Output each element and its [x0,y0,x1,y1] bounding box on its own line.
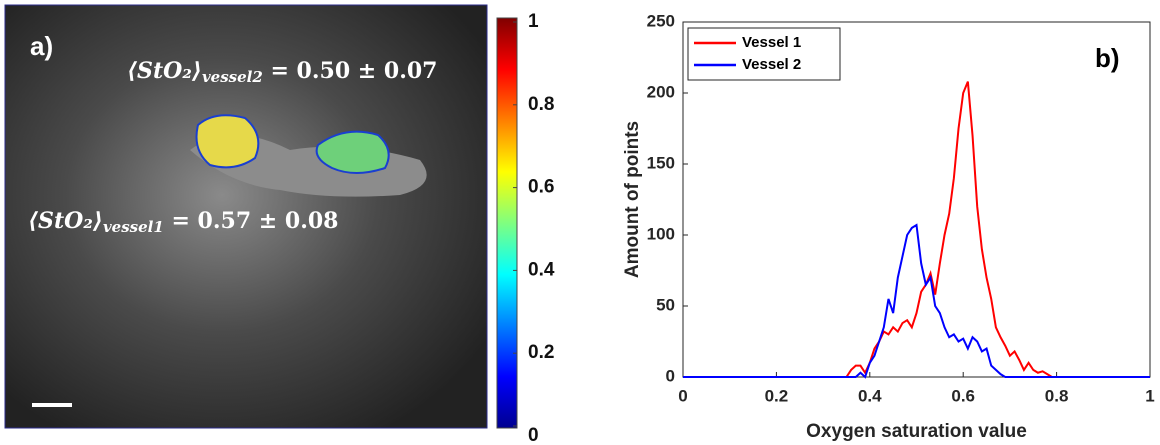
colorbar-tick-label: 0.6 [528,177,554,198]
y-tick-label: 250 [647,11,675,30]
series-line [683,81,1150,378]
vessel1-overlay [195,114,260,169]
y-tick-label: 100 [647,224,675,243]
x-tick-label: 1 [1145,386,1154,405]
legend-box [687,27,841,81]
x-tick-label: 0.6 [951,386,975,405]
annotation: ⟨StO₂⟩vessel1 = 0.57 ± 0.08 [28,208,338,236]
colorbar-tick-label: 0.2 [528,342,554,363]
series-line [683,223,1150,379]
x-axis-label: Oxygen saturation value [806,421,1027,442]
annotation: ⟨StO₂⟩vessel2 = 0.50 ± 0.07 [127,58,437,86]
colorbar-tick-label: 0 [528,425,539,445]
y-tick-label: 150 [647,153,675,172]
y-tick-label: 50 [656,295,675,314]
legend-label: Vessel 1 [742,34,801,51]
colorbar [496,17,518,429]
colorbar-tick-label: 0.8 [528,94,554,115]
y-tick-label: 200 [647,82,675,101]
ultrasound-image [4,4,488,429]
annotation-value: = 0.50 ± 0.07 [263,58,438,84]
annotation-subscript: vessel2 [202,68,263,86]
panel-label: a) [30,31,53,61]
legend-label: Vessel 2 [742,56,801,73]
x-tick-label: 0.2 [765,386,789,405]
panel-label: b) [1095,43,1120,73]
annotation-bracket: ⟨StO₂⟩ [127,58,202,84]
x-tick-label: 0.8 [1045,386,1069,405]
annotation-value: = 0.57 ± 0.08 [164,208,339,234]
x-tick-label: 0.4 [858,386,882,405]
colorbar-tick-label: 0.4 [528,259,555,280]
annotation-subscript: vessel1 [103,218,164,236]
colorbar-tick-label: 1 [528,11,539,32]
y-axis-label: Amount of points [622,121,643,278]
x-tick-label: 0 [678,386,687,405]
y-tick-label: 0 [666,366,675,385]
annotation-bracket: ⟨StO₂⟩ [28,208,103,234]
plot-area [682,21,1151,378]
image-panel [4,4,488,429]
vessel2-overlay [315,130,390,174]
